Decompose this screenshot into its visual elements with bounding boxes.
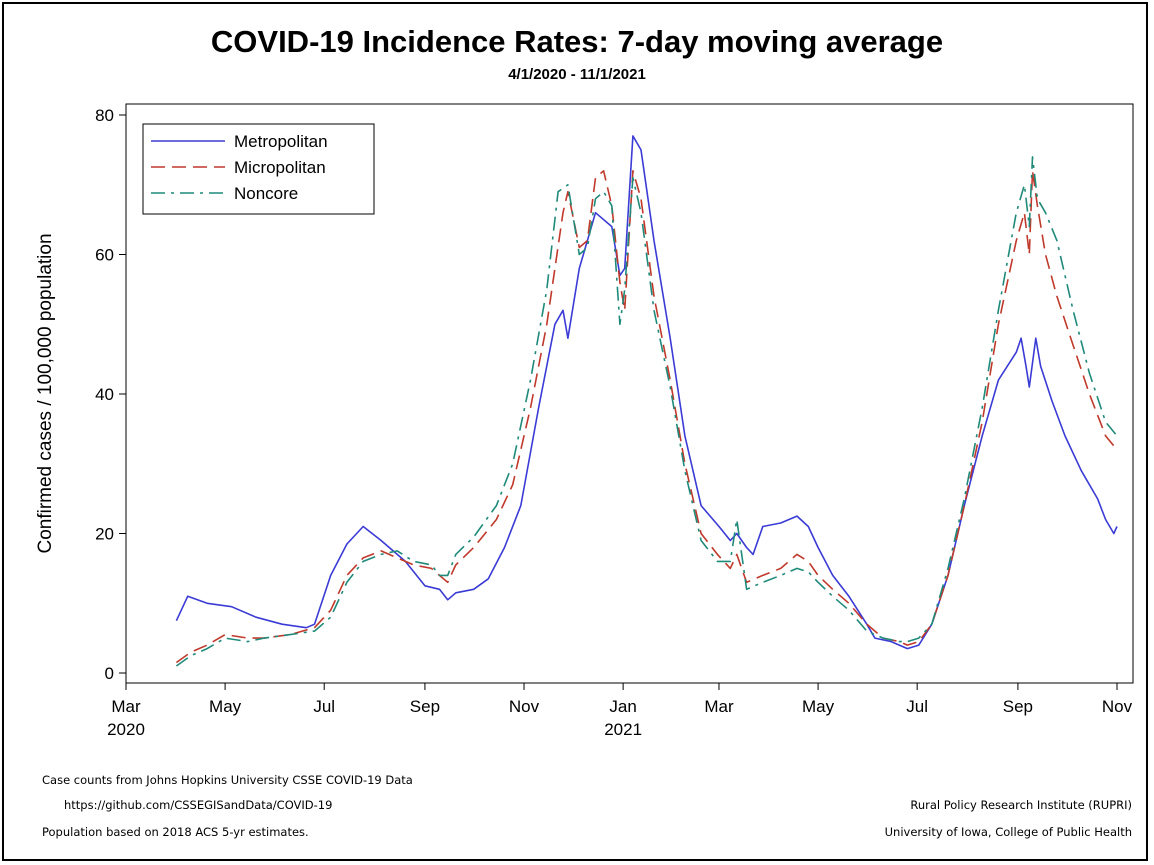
legend-label: Metropolitan bbox=[234, 132, 328, 151]
series-line-metropolitan bbox=[175, 135, 1118, 650]
y-tick-label: 40 bbox=[95, 385, 114, 404]
x-tick-label: May bbox=[209, 697, 242, 716]
footer-source-line2: https://github.com/CSSEGISandData/COVID-… bbox=[64, 798, 333, 812]
legend-label: Noncore bbox=[234, 184, 298, 203]
x-tick-label: Sep bbox=[410, 697, 440, 716]
legend-label: Micropolitan bbox=[234, 158, 326, 177]
y-axis-label: Confirmed cases / 100,000 population bbox=[35, 233, 56, 553]
series-line-micropolitan bbox=[175, 170, 1118, 664]
x-tick-label: Mar bbox=[111, 697, 141, 716]
footer-org-line1: Rural Policy Research Institute (RUPRI) bbox=[910, 798, 1132, 812]
x-tick-label: Jul bbox=[313, 697, 335, 716]
x-tick-label: Mar bbox=[704, 697, 734, 716]
y-tick-label: 0 bbox=[105, 664, 114, 683]
x-tick-year-label: 2021 bbox=[604, 720, 642, 739]
y-tick-label: 60 bbox=[95, 246, 114, 265]
footer-org-line2: University of Iowa, College of Public He… bbox=[884, 825, 1132, 839]
x-tick-year-label: 2020 bbox=[107, 720, 145, 739]
x-tick-label: Sep bbox=[1003, 697, 1033, 716]
legend-box bbox=[142, 123, 375, 215]
series-line-noncore bbox=[175, 156, 1118, 667]
x-tick-label: Nov bbox=[509, 697, 540, 716]
x-tick-label: Nov bbox=[1102, 697, 1133, 716]
footer-population-note: Population based on 2018 ACS 5-yr estima… bbox=[42, 825, 309, 839]
chart-subtitle: 4/1/2020 - 11/1/2021 bbox=[508, 66, 646, 83]
y-tick-label: 20 bbox=[95, 525, 114, 544]
footer-source-line1: Case counts from Johns Hopkins Universit… bbox=[42, 773, 413, 787]
x-tick-label: Jan bbox=[609, 697, 636, 716]
x-tick-label: May bbox=[802, 697, 835, 716]
y-tick-label: 80 bbox=[95, 106, 114, 125]
x-tick-label: Jul bbox=[906, 697, 928, 716]
chart-title: COVID-19 Incidence Rates: 7-day moving a… bbox=[210, 24, 944, 59]
